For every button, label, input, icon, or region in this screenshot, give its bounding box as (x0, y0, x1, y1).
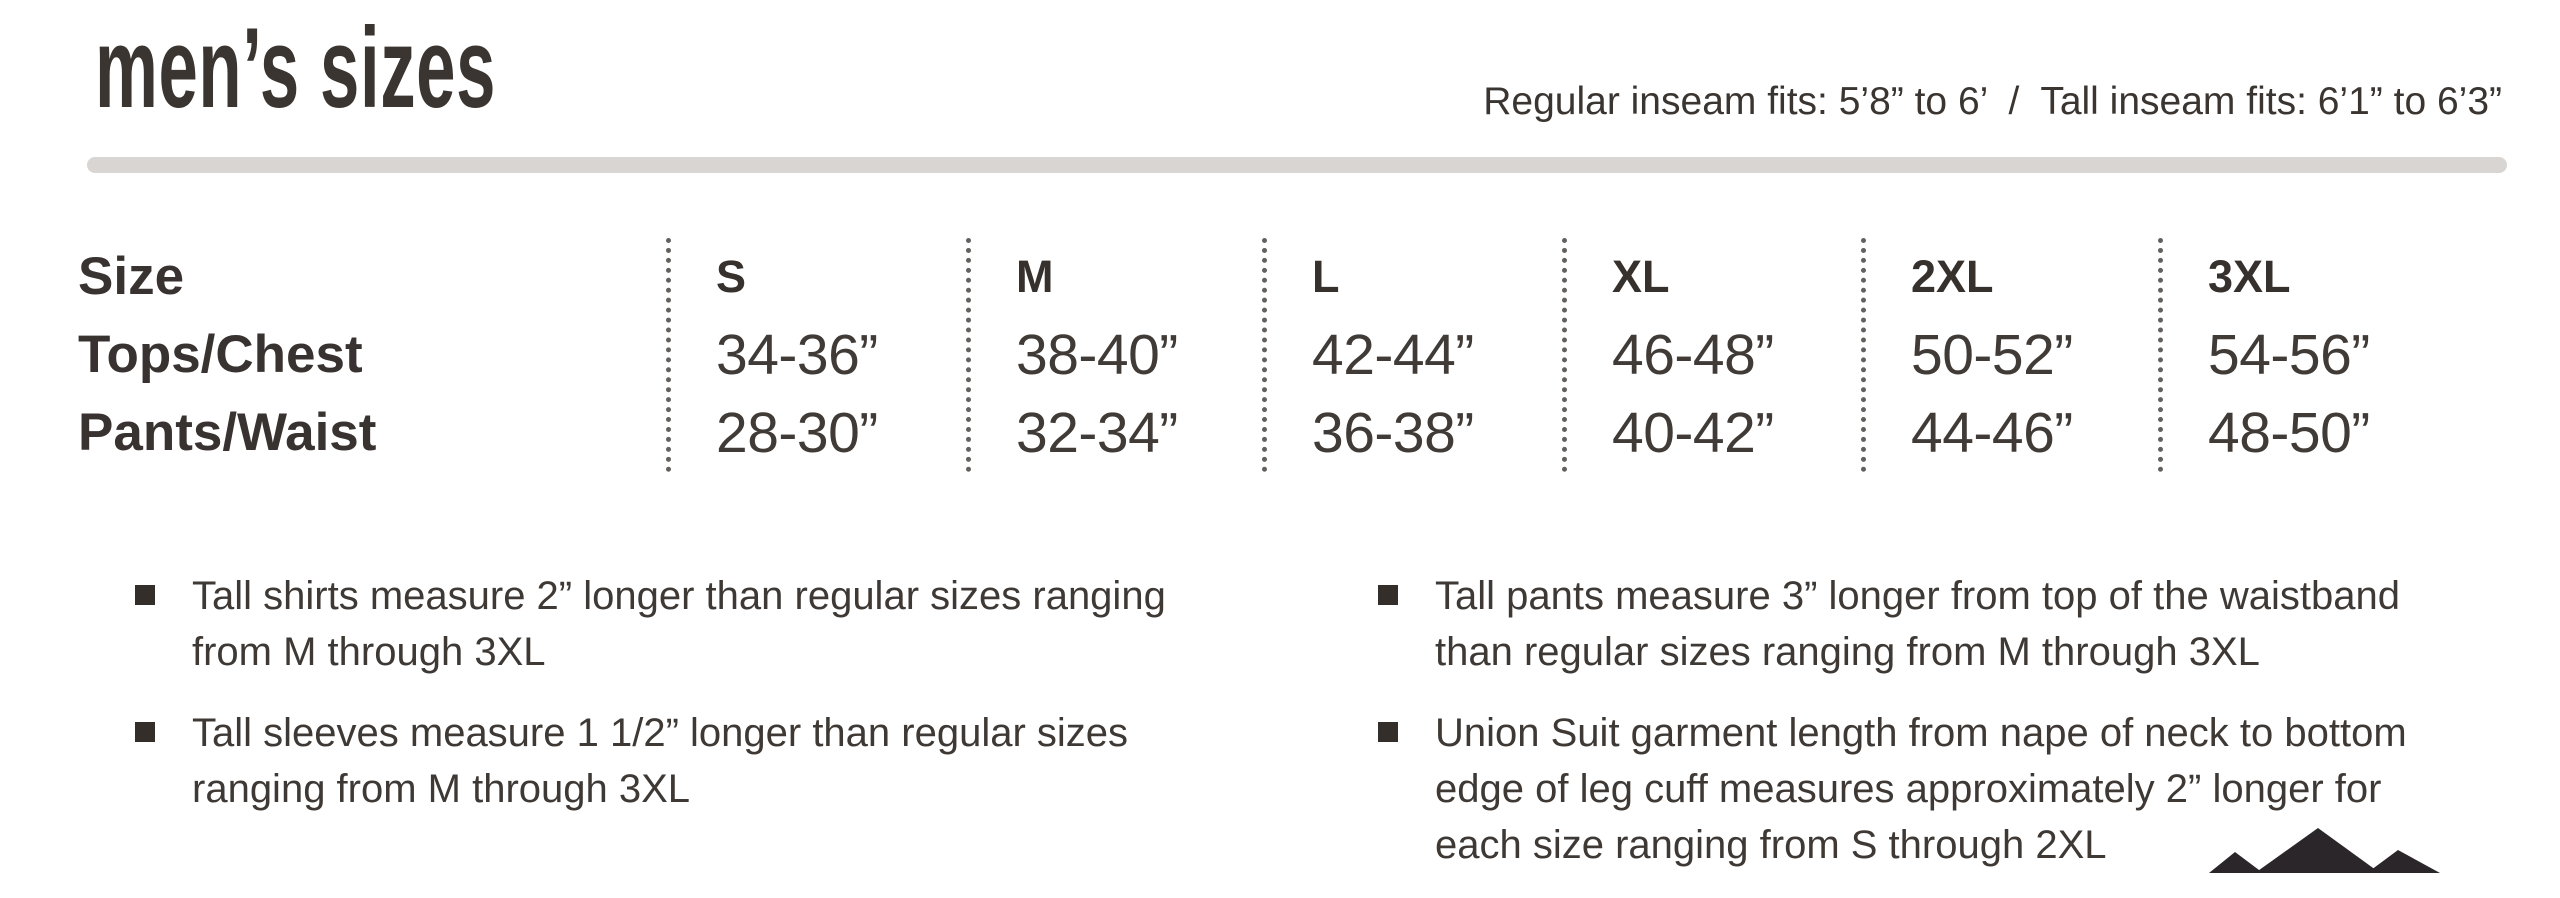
note-item: Tall pants measure 3” longer from top of… (1378, 568, 2475, 680)
mens-size-chart-page: men’s sizes Regular inseam fits: 5’8” to… (78, 5, 2507, 873)
size-column-2xl: 2XL 50-52” 44-46” (1861, 238, 2158, 472)
size-column-3xl: 3XL 54-56” 48-50” (2158, 238, 2488, 472)
pants-waist-value: 36-38” (1312, 401, 1474, 465)
bullet-square-icon (1378, 585, 1398, 605)
row-labels-column: Size Tops/Chest Pants/Waist (78, 238, 666, 472)
page-title: men’s sizes (95, 5, 497, 132)
size-header: L (1312, 251, 1340, 302)
bullet-square-icon (135, 722, 155, 742)
size-column-s: S 34-36” 28-30” (666, 238, 966, 472)
bullet-square-icon (135, 585, 155, 605)
pants-waist-value: 48-50” (2208, 401, 2370, 465)
note-item: Tall sleeves measure 1 1/2” longer than … (135, 705, 1197, 817)
note-text: Tall shirts measure 2” longer than regul… (192, 574, 1166, 674)
note-item: Tall shirts measure 2” longer than regul… (135, 568, 1197, 680)
size-header: 2XL (1911, 251, 1994, 302)
mountains-icon (2209, 828, 2440, 873)
tops-chest-value: 34-36” (716, 323, 878, 387)
tops-chest-value: 54-56” (2208, 323, 2370, 387)
size-header: S (716, 251, 747, 302)
tops-chest-value: 38-40” (1016, 323, 1178, 387)
tops-chest-value: 50-52” (1911, 323, 2073, 387)
size-header: M (1016, 251, 1054, 302)
bullet-square-icon (1378, 722, 1398, 742)
size-column-l: L 42-44” 36-38” (1262, 238, 1562, 472)
note-item: Union Suit garment length from nape of n… (1378, 705, 2475, 873)
note-text: Union Suit garment length from nape of n… (1435, 711, 2407, 867)
row-label-tops-chest: Tops/Chest (78, 325, 363, 384)
pants-waist-value: 32-34” (1016, 401, 1178, 465)
pants-waist-value: 40-42” (1612, 401, 1774, 465)
pants-waist-value: 44-46” (1911, 401, 2073, 465)
row-label-size: Size (78, 247, 185, 306)
note-text: Tall sleeves measure 1 1/2” longer than … (192, 711, 1129, 811)
size-header: XL (1612, 251, 1670, 302)
tops-chest-value: 42-44” (1312, 323, 1474, 387)
row-label-pants-waist: Pants/Waist (78, 403, 377, 462)
size-column-m: M 38-40” 32-34” (966, 238, 1262, 472)
note-text: Tall pants measure 3” longer from top of… (1435, 574, 2400, 674)
tops-chest-value: 46-48” (1612, 323, 1774, 387)
divider (87, 157, 2507, 173)
size-table: Size Tops/Chest Pants/Waist S 34-36” 28-… (78, 238, 2488, 472)
notes-column-right: Tall pants measure 3” longer from top of… (1378, 568, 2475, 898)
pants-waist-value: 28-30” (716, 401, 878, 465)
size-header: 3XL (2208, 251, 2291, 302)
size-column-xl: XL 46-48” 40-42” (1562, 238, 1861, 472)
inseam-fit-note: Regular inseam fits: 5’8” to 6’ / Tall i… (1483, 80, 2502, 123)
notes-column-left: Tall shirts measure 2” longer than regul… (135, 568, 1197, 842)
